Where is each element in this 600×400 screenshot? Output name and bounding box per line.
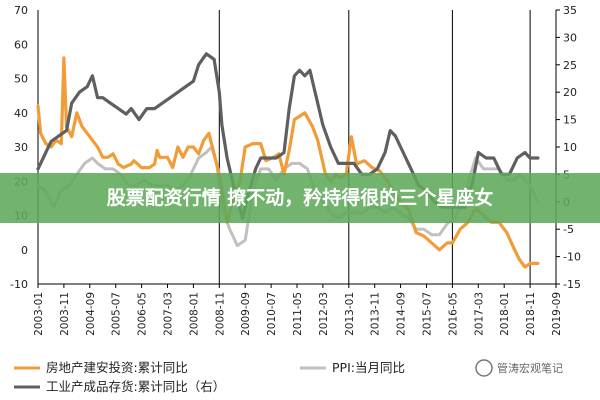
- x-tick-label: 2003-01: [33, 292, 45, 336]
- left-tick-label: 70: [14, 4, 28, 17]
- x-tick-label: 2017-03: [473, 292, 485, 336]
- series-lines: [36, 52, 540, 269]
- plot-frame: [38, 10, 557, 285]
- left-tick-label: 0: [21, 244, 28, 257]
- right-tick-label: 35: [563, 4, 577, 17]
- x-tick-label: 2016-05: [447, 292, 459, 336]
- x-tick-label: 2005-07: [111, 292, 123, 336]
- right-tick-label: 20: [563, 86, 577, 99]
- x-tick-label: 2014-09: [396, 292, 408, 336]
- right-tick-label: -5: [563, 223, 574, 236]
- x-tick-label: 2008-11: [214, 292, 226, 336]
- x-tick-label: 2012-03: [318, 292, 330, 336]
- legend-label: 工业产成品存货:累计同比（右）: [46, 379, 225, 394]
- banner: 股票配资行情 撩不动，矜持得很的三个星座女: [0, 173, 600, 223]
- x-tick-label: 2010-07: [266, 292, 278, 336]
- x-tick-label: 2003-11: [59, 292, 71, 336]
- right-tick-label: -15: [563, 278, 581, 291]
- right-y-ticks: -15-10-505101520253035: [556, 4, 581, 291]
- x-tick-label: 2009-09: [240, 292, 252, 336]
- x-tick-label: 2013-01: [344, 292, 356, 336]
- x-tick-label: 2007-03: [163, 292, 175, 336]
- banner-strip: [0, 173, 600, 223]
- left-tick-label: 50: [14, 73, 28, 86]
- left-y-ticks: -10010203040506070: [10, 4, 28, 291]
- x-ticks: 2003-01 2003-11 2004-09 2005-07 2006-05 2007-…: [33, 284, 563, 336]
- x-tick-label: 2018-01: [499, 292, 511, 336]
- x-tick-label: 2008-01: [188, 292, 200, 336]
- series-line-0: [36, 56, 540, 269]
- legend-label: 房地产建安投资:累计同比: [46, 360, 188, 375]
- right-tick-label: 25: [563, 59, 577, 72]
- x-tick-label: 2019-09: [551, 292, 563, 336]
- legend-label: PPI:当月同比: [332, 360, 405, 375]
- left-tick-label: 40: [14, 107, 28, 120]
- watermark-icon: [475, 359, 493, 377]
- x-tick-label: 2011-05: [292, 292, 304, 336]
- right-tick-label: 15: [563, 114, 577, 127]
- right-tick-label: 30: [563, 31, 577, 44]
- left-tick-label: -10: [10, 278, 28, 291]
- banner-text: 股票配资行情 撩不动，矜持得很的三个星座女: [107, 186, 494, 209]
- x-tick-label: 2015-07: [422, 292, 434, 336]
- x-tick-label: 2004-09: [85, 292, 97, 336]
- x-tick-label: 2018-11: [525, 292, 537, 336]
- left-tick-label: 60: [14, 38, 28, 51]
- right-tick-label: -10: [563, 251, 581, 264]
- right-tick-label: 10: [563, 141, 577, 154]
- x-tick-label: 2013-11: [370, 292, 382, 336]
- watermark: 管涛宏观笔记: [475, 359, 563, 377]
- x-tick-label: 2006-05: [137, 292, 149, 336]
- watermark-text: 管涛宏观笔记: [497, 361, 563, 375]
- left-tick-label: 30: [14, 141, 28, 154]
